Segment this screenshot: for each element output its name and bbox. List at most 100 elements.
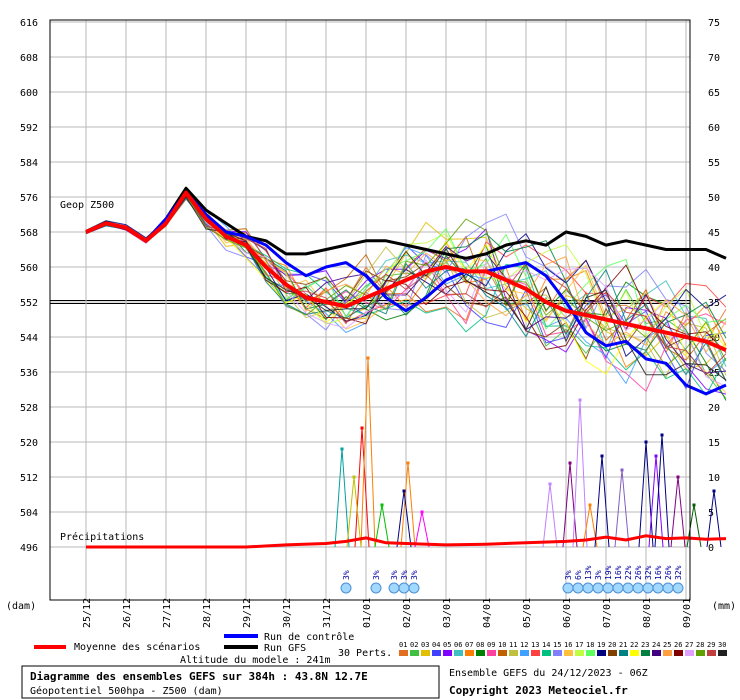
pert-label: 07 xyxy=(465,641,473,649)
snow-percent-label: 22% xyxy=(624,565,633,580)
legend-perts-label: 30 Perts. xyxy=(338,648,392,659)
title-box xyxy=(21,665,440,699)
right-tick-label: 45 xyxy=(708,228,720,239)
right-tick-label: 70 xyxy=(708,53,720,64)
snowflake-icon xyxy=(662,582,674,594)
x-tick-label: 30/12 xyxy=(282,598,293,628)
geop-label: Geop Z500 xyxy=(60,200,114,211)
pert-label: 24 xyxy=(652,641,660,649)
snowflake-icon xyxy=(622,582,634,594)
right-tick-label: 50 xyxy=(708,193,720,204)
precip-spike-point xyxy=(712,489,716,493)
snow-percent-label: 26% xyxy=(634,565,643,580)
right-tick-label: 55 xyxy=(708,158,720,169)
precip-spike-point xyxy=(340,447,344,451)
pert-label: 26 xyxy=(674,641,682,649)
snowflake-icon xyxy=(632,582,644,594)
left-tick-label: 536 xyxy=(20,368,38,379)
right-tick-label: 65 xyxy=(708,88,720,99)
snowflake-icon xyxy=(370,582,382,594)
right-tick-label: 25 xyxy=(708,368,720,379)
precip-spike-point xyxy=(366,356,370,360)
left-tick-label: 520 xyxy=(20,438,38,449)
snow-percent-label: 3% xyxy=(410,570,419,580)
snow-percent-label: 32% xyxy=(674,565,683,580)
snow-percent-label: 3% xyxy=(342,570,351,580)
left-tick-label: 584 xyxy=(20,158,38,169)
left-tick-label: 616 xyxy=(20,18,38,29)
copyright-label: Copyright 2023 Meteociel.fr xyxy=(449,684,628,697)
precip-mean-line xyxy=(86,534,727,549)
pert-label: 03 xyxy=(421,641,429,649)
left-axis-unit: (dam) xyxy=(6,601,36,612)
precip-spike-point xyxy=(402,489,406,493)
ensemble-run-label: Ensemble GEFS du 24/12/2023 - 06Z xyxy=(449,668,648,679)
x-tick-label: 01/01 xyxy=(362,598,373,628)
pert-label: 10 xyxy=(498,641,506,649)
pert-swatch xyxy=(718,650,727,656)
precip-spike-point xyxy=(676,475,680,479)
pert-label: 20 xyxy=(608,641,616,649)
x-tick-label: 08/01 xyxy=(642,598,653,628)
snow-percent-label: 3% xyxy=(390,570,399,580)
x-tick-label: 28/12 xyxy=(202,598,213,628)
left-tick-label: 544 xyxy=(20,333,38,344)
x-tick-label: 31/12 xyxy=(322,598,333,628)
left-tick-label: 576 xyxy=(20,193,38,204)
precip-spike-point xyxy=(644,440,648,444)
snow-percent-label: 13% xyxy=(584,565,593,580)
legend: Moyenne des scénarios Run de contrôle Ru… xyxy=(34,631,727,666)
pert-swatch xyxy=(454,650,463,656)
pert-swatch xyxy=(619,650,628,656)
precip-spike-point xyxy=(380,503,384,507)
pert-label: 30 xyxy=(718,641,726,649)
left-tick-label: 600 xyxy=(20,88,38,99)
pert-label: 23 xyxy=(641,641,649,649)
pert-swatch xyxy=(575,650,584,656)
legend-control-label: Run de contrôle xyxy=(264,631,354,643)
pert-swatch xyxy=(564,650,573,656)
x-tick-label: 02/01 xyxy=(402,598,413,628)
x-tick-label: 25/12 xyxy=(82,598,93,628)
precip-spike-point xyxy=(660,433,664,437)
pert-swatch xyxy=(520,650,529,656)
snowflake-icon xyxy=(572,582,584,594)
pert-label: 28 xyxy=(696,641,704,649)
pert-swatch xyxy=(509,650,518,656)
pert-swatch xyxy=(608,650,617,656)
x-tick-label: 04/01 xyxy=(482,598,493,628)
left-tick-label: 608 xyxy=(20,53,38,64)
precip-spike-point xyxy=(654,454,658,458)
right-tick-label: 15 xyxy=(708,438,720,449)
pert-label: 11 xyxy=(509,641,517,649)
pert-swatch xyxy=(685,650,694,656)
x-tick-label: 03/01 xyxy=(442,598,453,628)
x-tick-label: 05/01 xyxy=(522,598,533,628)
right-tick-label: 10 xyxy=(708,473,720,484)
main-series xyxy=(85,186,727,396)
pert-swatch xyxy=(487,650,496,656)
pert-swatch xyxy=(630,650,639,656)
right-tick-label: 20 xyxy=(708,403,720,414)
pert-swatch xyxy=(663,650,672,656)
pert-label: 25 xyxy=(663,641,671,649)
pert-label: 02 xyxy=(410,641,418,649)
pert-swatch xyxy=(674,650,683,656)
x-ticks: 25/12 26/12 27/12 28/12 29/12 30/12 31/12 01/01… xyxy=(82,598,693,628)
x-tick-label: 26/12 xyxy=(122,598,133,628)
pert-label: 19 xyxy=(597,641,605,649)
left-tick-label: 568 xyxy=(20,228,38,239)
snowflake-icon xyxy=(612,582,624,594)
right-tick-label: 0 xyxy=(708,543,714,554)
snowflake-icon xyxy=(652,582,664,594)
precip-spike-point xyxy=(352,475,356,479)
snow-markers: 3% 3% 3% 3% 3% 3% 6% 13% 3% 19% 16% 22% 26% 32% 16% 26%… xyxy=(340,565,684,594)
pert-swatch xyxy=(421,650,430,656)
precip-spike-point xyxy=(568,461,572,465)
pert-label: 06 xyxy=(454,641,462,649)
x-tick-label: 27/12 xyxy=(162,598,173,628)
snowflake-icon xyxy=(408,582,420,594)
pert-swatch xyxy=(542,650,551,656)
